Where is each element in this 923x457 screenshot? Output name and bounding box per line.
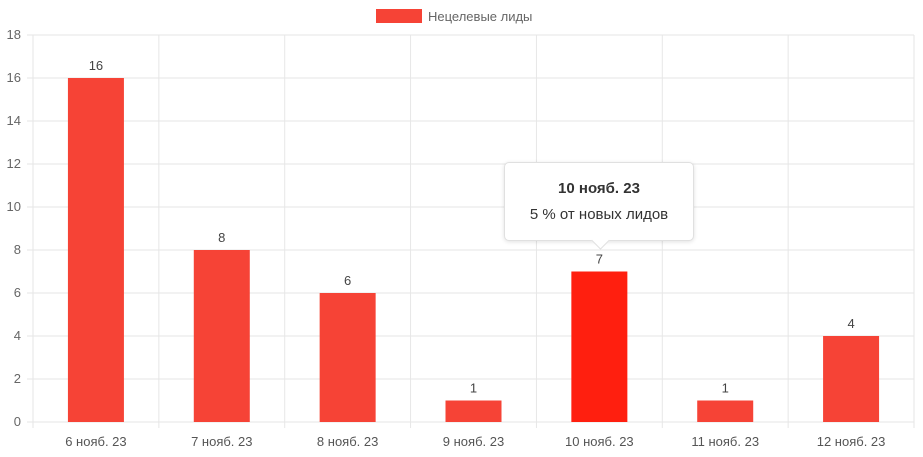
bars[interactable] bbox=[67, 78, 880, 423]
y-tick-label: 6 bbox=[14, 285, 21, 300]
y-tick-label: 18 bbox=[7, 27, 21, 42]
y-tick-label: 10 bbox=[7, 199, 21, 214]
bar[interactable] bbox=[697, 400, 754, 423]
data-label: 1 bbox=[722, 381, 729, 396]
y-tick-label: 16 bbox=[7, 70, 21, 85]
bar[interactable] bbox=[823, 336, 880, 422]
x-tick-label: 6 нояб. 23 bbox=[65, 434, 126, 449]
data-label: 4 bbox=[847, 316, 854, 331]
y-tick-label: 0 bbox=[14, 414, 21, 429]
data-label: 7 bbox=[596, 252, 603, 267]
data-label: 8 bbox=[218, 230, 225, 245]
tooltip-body: 5 % от новых лидов bbox=[529, 206, 669, 223]
bar[interactable] bbox=[445, 400, 502, 423]
y-tick-label: 2 bbox=[14, 371, 21, 386]
bar[interactable] bbox=[67, 78, 124, 422]
x-tick-label: 8 нояб. 23 bbox=[317, 434, 378, 449]
bar[interactable] bbox=[319, 293, 376, 422]
legend-label: Нецелевые лиды bbox=[428, 9, 532, 24]
bar[interactable] bbox=[571, 271, 628, 423]
bar[interactable] bbox=[193, 250, 250, 422]
legend[interactable]: Нецелевые лиды bbox=[376, 9, 532, 24]
x-tick-label: 12 нояб. 23 bbox=[817, 434, 886, 449]
bar-tooltip: 10 нояб. 23 5 % от новых лидов bbox=[504, 162, 694, 250]
legend-swatch bbox=[376, 9, 422, 23]
data-labels: 16 8 6 1 7 1 4 bbox=[89, 58, 855, 396]
data-label: 6 bbox=[344, 273, 351, 288]
y-tick-label: 4 bbox=[14, 328, 21, 343]
data-label: 16 bbox=[89, 58, 103, 73]
y-tick-label: 12 bbox=[7, 156, 21, 171]
y-tick-label: 14 bbox=[7, 113, 21, 128]
x-tick-label: 9 нояб. 23 bbox=[443, 434, 504, 449]
tooltip-title: 10 нояб. 23 bbox=[558, 180, 640, 197]
data-label: 1 bbox=[470, 381, 477, 396]
x-axis-ticks: 6 нояб. 23 7 нояб. 23 8 нояб. 23 9 нояб. 23… bbox=[65, 434, 885, 449]
y-tick-label: 8 bbox=[14, 242, 21, 257]
grid-lines bbox=[27, 34, 915, 428]
x-tick-label: 7 нояб. 23 bbox=[191, 434, 252, 449]
y-axis-ticks: 0 2 4 6 8 10 12 14 16 18 bbox=[7, 27, 21, 429]
x-tick-label: 10 нояб. 23 bbox=[565, 434, 634, 449]
x-tick-label: 11 нояб. 23 bbox=[691, 434, 759, 449]
